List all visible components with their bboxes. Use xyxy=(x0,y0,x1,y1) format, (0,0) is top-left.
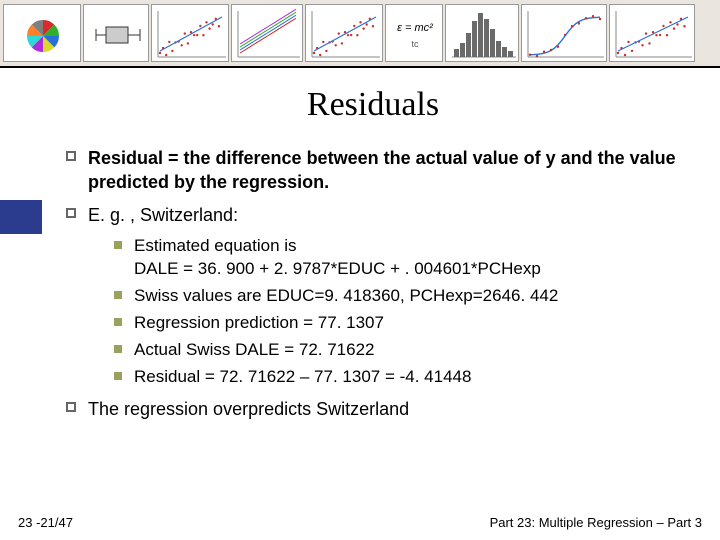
thumbnail-histogram xyxy=(445,4,519,62)
page-number: 23 -21/47 xyxy=(18,515,73,530)
sub-bullet-item: Actual Swiss DALE = 72. 71622 xyxy=(114,339,680,362)
thumbnail-regression xyxy=(305,4,383,62)
sub-bullet-icon xyxy=(114,345,122,353)
sub-bullet-item: Estimated equation is DALE = 36. 900 + 2… xyxy=(114,235,680,281)
accent-bar xyxy=(0,200,42,234)
slide-footer: 23 -21/47 Part 23: Multiple Regression –… xyxy=(0,515,720,530)
sub-bullet-list: Estimated equation is DALE = 36. 900 + 2… xyxy=(114,235,680,389)
thumbnail-scurve xyxy=(521,4,607,62)
thumbnail-equation: ε = mc² tc xyxy=(385,4,443,62)
main-bullet-list-after: The regression overpredicts Switzerland xyxy=(66,397,680,421)
sub-bullet-icon xyxy=(114,241,122,249)
bullet-item: Residual = the difference between the ac… xyxy=(66,146,680,195)
bullet-item: The regression overpredicts Switzerland xyxy=(66,397,680,421)
bullet-text: The regression overpredicts Switzerland xyxy=(88,397,409,421)
sub-bullet-item: Swiss values are EDUC=9. 418360, PCHexp=… xyxy=(114,285,680,308)
bullet-item: E. g. , Switzerland: xyxy=(66,203,680,227)
svg-text:ε = mc²: ε = mc² xyxy=(397,22,433,34)
svg-text:tc: tc xyxy=(411,39,419,49)
slide-title: Residuals xyxy=(66,86,680,124)
thumbnail-scatter xyxy=(151,4,229,62)
bullet-text: E. g. , Switzerland: xyxy=(88,203,238,227)
slide-body: Residuals Residual = the difference betw… xyxy=(0,68,720,421)
thumbnail-scatter_trend xyxy=(609,4,695,62)
main-bullet-list: Residual = the difference between the ac… xyxy=(66,146,680,227)
bullet-icon xyxy=(66,151,76,161)
sub-bullet-text: Residual = 72. 71622 – 77. 1307 = -4. 41… xyxy=(134,366,471,389)
sub-bullet-icon xyxy=(114,291,122,299)
sub-bullet-item: Regression prediction = 77. 1307 xyxy=(114,312,680,335)
header-thumbnail-strip: ε = mc² tc xyxy=(0,0,720,68)
sub-bullet-text: Estimated equation is DALE = 36. 900 + 2… xyxy=(134,235,541,281)
thumbnail-pie xyxy=(3,4,81,62)
sub-bullet-item: Residual = 72. 71622 – 77. 1307 = -4. 41… xyxy=(114,366,680,389)
bullet-icon xyxy=(66,402,76,412)
sub-bullet-text: Actual Swiss DALE = 72. 71622 xyxy=(134,339,375,362)
sub-bullet-icon xyxy=(114,318,122,326)
sub-bullet-text: Regression prediction = 77. 1307 xyxy=(134,312,384,335)
sub-bullet-icon xyxy=(114,372,122,380)
bullet-icon xyxy=(66,208,76,218)
sub-bullet-text: Swiss values are EDUC=9. 418360, PCHexp=… xyxy=(134,285,558,308)
thumbnail-multi_line xyxy=(231,4,303,62)
bullet-text: Residual = the difference between the ac… xyxy=(88,146,680,195)
part-label: Part 23: Multiple Regression – Part 3 xyxy=(490,515,702,530)
thumbnail-boxplot xyxy=(83,4,149,62)
